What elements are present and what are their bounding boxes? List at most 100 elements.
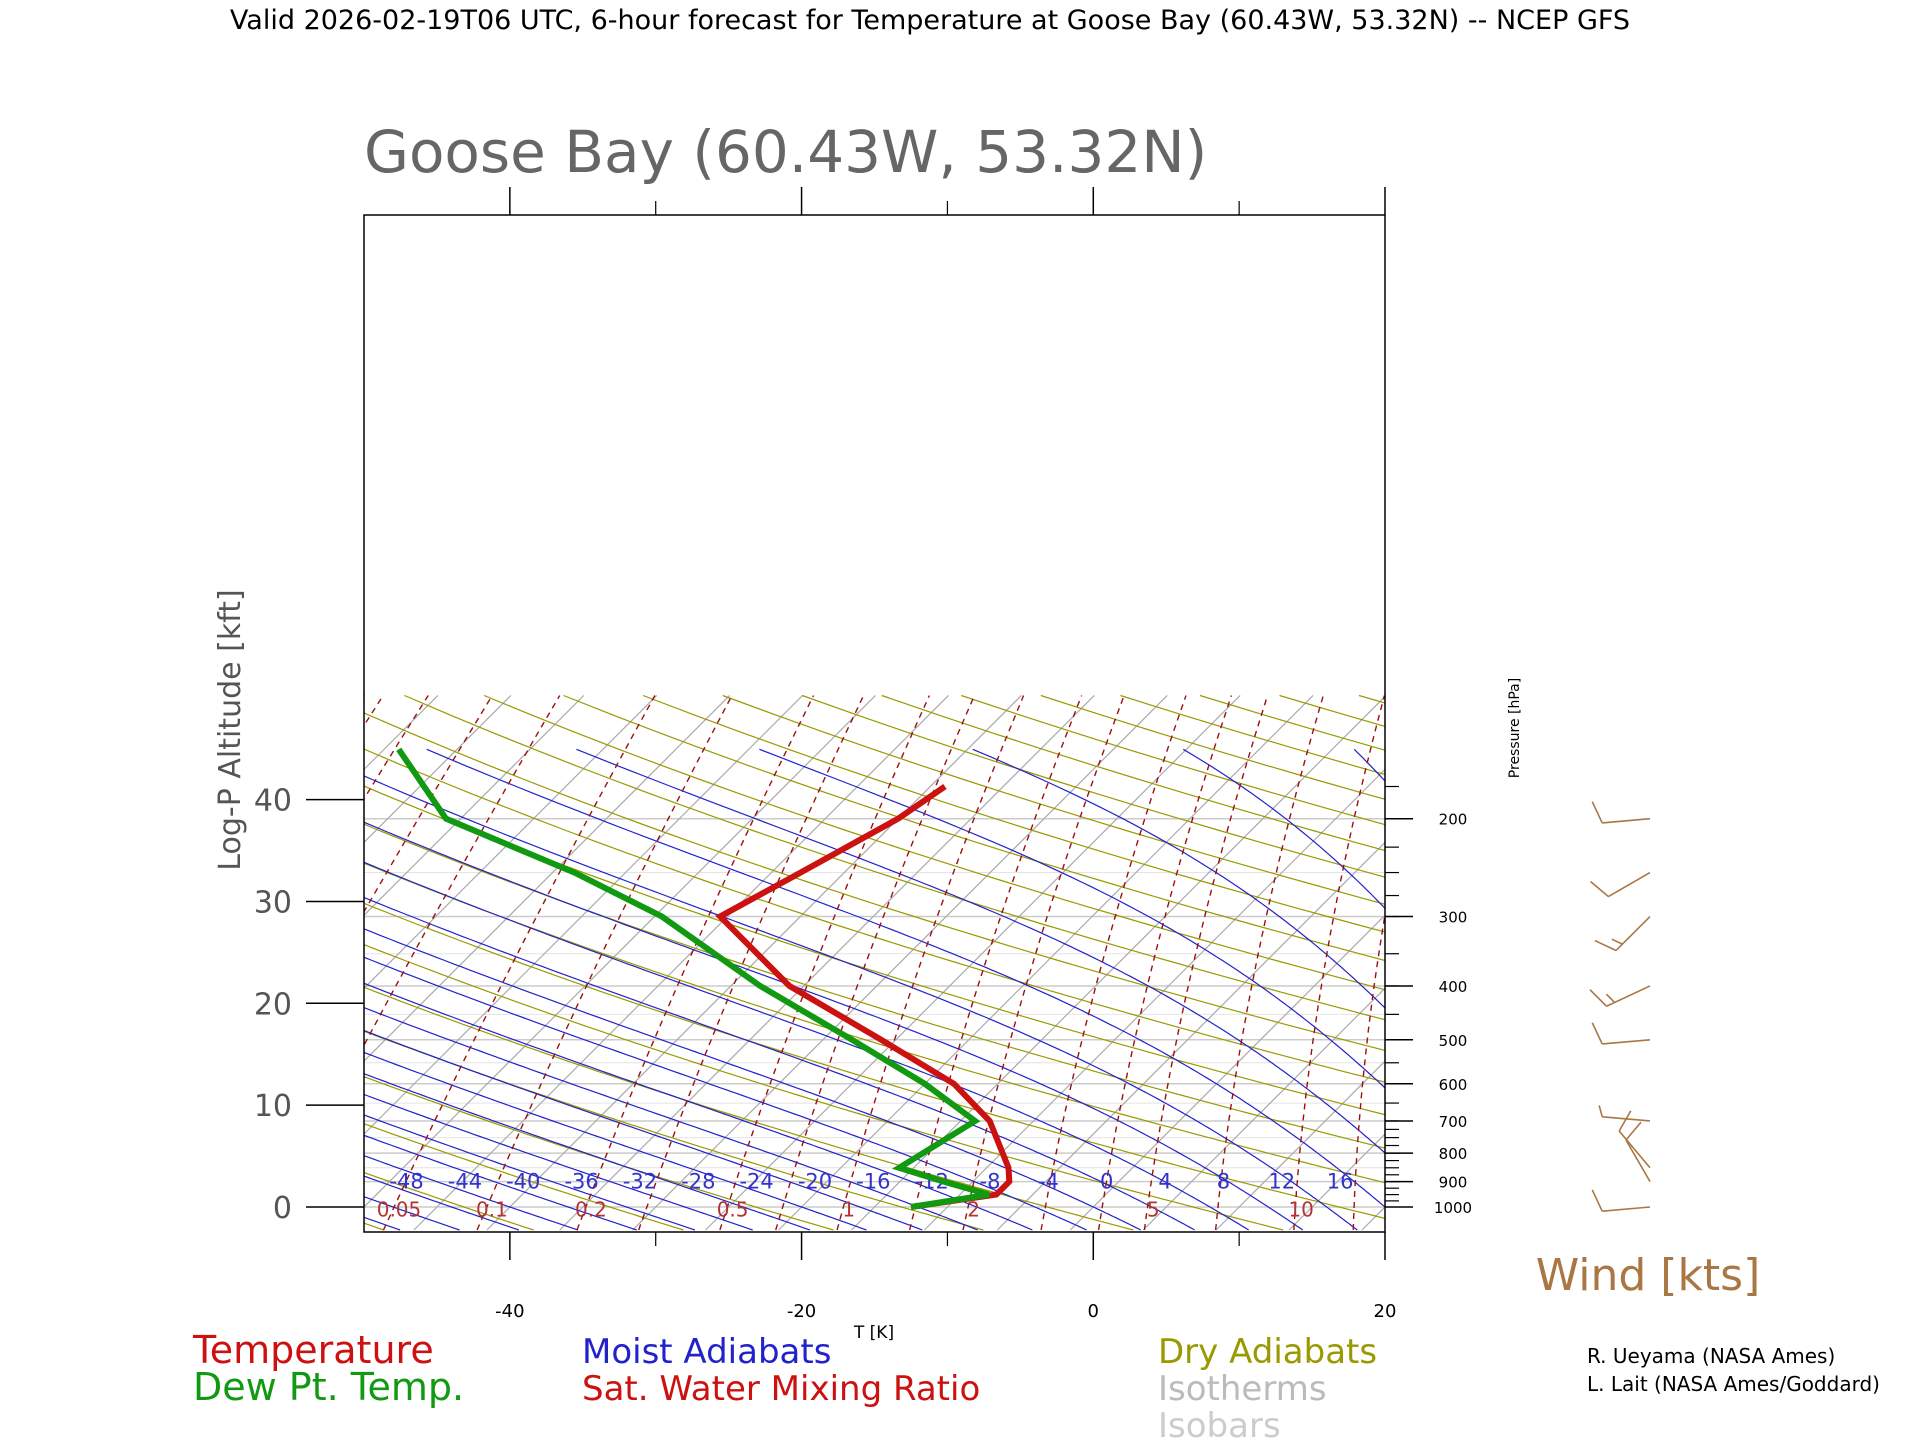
wind-barb [1618, 1110, 1651, 1169]
moist-adiabat [364, 1051, 867, 1231]
mixing-ratio-line [476, 695, 733, 1231]
legend-mixing-ratio: Sat. Water Mixing Ratio [582, 1369, 980, 1409]
dry-adiabat [0, 696, 84, 1231]
y-tick-label-left: 40 [254, 784, 292, 819]
moist-adiabat [426, 748, 1385, 1208]
mixing-ratio-line [1352, 910, 1385, 1231]
header-text: Valid 2026-02-19T06 UTC, 6-hour forecast… [230, 5, 1630, 36]
moist-adiabat [364, 1006, 978, 1231]
p-tick-label: 800 [1439, 1145, 1468, 1163]
dry-adiabat [364, 823, 1385, 1149]
p-tick-label: 200 [1439, 811, 1468, 829]
mixing-ratio-line [1664, 696, 1683, 1231]
mixing-ratio-line [576, 695, 815, 1231]
moist-adiabat [364, 821, 1304, 1231]
moist-adiabat [364, 1155, 579, 1231]
mixing-ratio-line [382, 695, 656, 1231]
moist-adiabat-label: -40 [506, 1170, 540, 1194]
dry-adiabat [364, 1222, 384, 1231]
mixing-ratio-line [1097, 695, 1233, 1231]
mixing-ratio-line [1214, 695, 1324, 1231]
moist-adiabat [0, 749, 101, 1230]
credit-1: R. Ueyama (NASA Ames) [1587, 1344, 1835, 1368]
mixing-ratio-line [364, 695, 429, 801]
mixing-ratio-line [1548, 696, 1585, 1231]
mixing-ratio-line [364, 695, 493, 914]
moist-adiabat [759, 748, 1385, 1089]
dry-adiabat [364, 785, 1385, 1116]
moist-adiabat [972, 748, 1385, 1009]
dry-adiabat [563, 694, 1385, 962]
moist-adiabat-label: -24 [739, 1170, 773, 1194]
isotherm-line [413, 695, 949, 1231]
mixing-ratio-label: 0.1 [476, 1197, 508, 1221]
mixing-ratio-label: 0.05 [377, 1197, 422, 1221]
wind-barb [1598, 1105, 1651, 1122]
isotherm-line [364, 695, 731, 1062]
dry-adiabat [404, 694, 1385, 1021]
moist-adiabat [364, 775, 1358, 1231]
moist-adiabat [364, 1114, 696, 1231]
mixing-ratio-label: 0.2 [575, 1197, 607, 1221]
dry-adiabat [1518, 696, 1920, 1231]
isotherm-line [364, 695, 366, 698]
isotherm-line [1142, 987, 1385, 1231]
p-tick-label: 300 [1439, 909, 1468, 927]
moist-adiabat-label: 4 [1158, 1170, 1171, 1194]
mixing-ratio-line [1143, 695, 1269, 1231]
moist-adiabat [364, 896, 1195, 1231]
chart-title: Goose Bay (60.43W, 53.32N) [364, 118, 1207, 186]
dry-adiabat [801, 694, 1385, 878]
isotherm-line [364, 695, 512, 844]
moist-adiabat-label: 8 [1217, 1170, 1230, 1194]
mixing-ratio-label: 5 [1147, 1197, 1160, 1221]
isotherm-line [778, 695, 1314, 1231]
x-tick-label: -40 [495, 1301, 524, 1322]
isotherm-line [0, 695, 219, 1230]
dry-adiabat [1916, 696, 1920, 1231]
dry-adiabat [364, 944, 1284, 1231]
moist-adiabat [0, 749, 41, 1230]
moist-adiabat [364, 928, 1142, 1231]
dry-adiabat [722, 694, 1385, 905]
isotherm-line [1069, 914, 1385, 1231]
wind-label: Wind [kts] [1536, 1250, 1761, 1301]
isotherm-line [924, 768, 1385, 1231]
moist-adiabat [364, 861, 1250, 1231]
x-tick-label: 20 [1374, 1301, 1397, 1322]
dry-adiabat [364, 1030, 984, 1231]
x-tick-label: 0 [1088, 1301, 1099, 1322]
legend-dry-adiabats: Dry Adiabats [1158, 1332, 1377, 1372]
p-tick-label: 400 [1439, 978, 1468, 996]
isotherm-line [1654, 695, 1920, 1230]
plot-frame [363, 214, 1386, 1233]
legend-isotherms: Isotherms [1158, 1369, 1327, 1409]
mixing-ratio-label: 2 [967, 1197, 980, 1221]
dry-adiabat [483, 694, 1385, 991]
y-axis-label-right: Pressure [hPa] [1507, 678, 1523, 778]
y-tick-label-left: 20 [254, 987, 292, 1022]
mixing-ratio-line [962, 695, 1125, 1231]
moist-adiabat-label: -36 [564, 1170, 598, 1194]
mixing-ratio-label: 0.5 [717, 1197, 749, 1221]
mixing-ratio-label: 10 [1288, 1197, 1313, 1221]
wind-barb [1625, 1121, 1651, 1182]
y-tick-label-left: 30 [254, 885, 292, 920]
credit-2: L. Lait (NASA Ames/Goddard) [1587, 1372, 1880, 1396]
p-tick-label: 900 [1439, 1174, 1468, 1192]
p-tick-label: 500 [1439, 1032, 1468, 1050]
y-tick-label-left: 10 [254, 1089, 292, 1124]
mixing-ratio-line [1040, 695, 1187, 1231]
mixing-ratio-label: 1 [842, 1197, 855, 1221]
moist-adiabat [0, 749, 221, 1230]
isotherm-line [1508, 695, 1920, 1230]
wind-barb [1591, 1189, 1651, 1212]
y-axis-label-left: Log-P Altitude [kft] [213, 589, 248, 870]
wind-barb [1591, 801, 1651, 824]
mixing-ratio-line [909, 695, 1083, 1231]
moist-adiabat-label: 12 [1268, 1170, 1295, 1194]
moist-adiabat-label: -32 [623, 1170, 657, 1194]
wind-barb [1594, 915, 1651, 952]
isotherm-line [486, 695, 1022, 1231]
moist-adiabat-label: 16 [1327, 1170, 1354, 1194]
